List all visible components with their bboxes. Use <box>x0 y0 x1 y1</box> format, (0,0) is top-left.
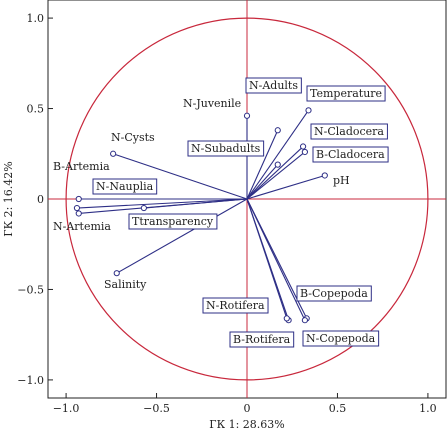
x-axis-title: ГК 1: 28.63% <box>209 418 284 431</box>
vector-label-n-cladocera: N-Cladocera <box>314 125 384 138</box>
label-box-b-rotifera <box>229 331 295 348</box>
vector-label-n-copepoda: N-Copepoda <box>306 332 376 345</box>
vector-label-b-cladocera: B-Cladocera <box>316 148 385 161</box>
label-box-temperature <box>306 85 386 102</box>
label-box-n-copepoda <box>302 330 380 347</box>
vector-line <box>246 146 304 200</box>
vector-line <box>246 110 309 200</box>
y-ticks: 1.0 0.5 0 −0.5 −1.0 <box>17 12 53 387</box>
x-tick-label: 1.0 <box>419 402 437 415</box>
vector-label-n-artemia: N-Artemia <box>53 220 111 233</box>
vector-label-temperature: Temperature <box>310 87 382 100</box>
vector-label-n-rotifera: N-Rotifera <box>206 299 265 312</box>
vector-label-n-nauplia: N-Nauplia <box>96 180 154 193</box>
y-tick-label: 1.0 <box>27 12 45 25</box>
vector-label-n-cysts: N-Cysts <box>111 131 155 144</box>
vector-labels: N-Juvenile N-Adults Temperature N-Cladocera… <box>53 77 389 348</box>
vector-endpoint <box>305 107 312 114</box>
vector-label-ttransparency: Ttransparency <box>132 215 214 228</box>
y-tick-label: −0.5 <box>17 283 44 296</box>
vector-line <box>246 151 306 200</box>
vector-label-n-adults: N-Adults <box>249 79 298 92</box>
x-tick-label: −1.0 <box>53 402 80 415</box>
vector-line <box>143 198 248 209</box>
vector-endpoint <box>73 204 81 212</box>
vector-label-n-juvenile: N-Juvenile <box>183 97 241 110</box>
vector-line <box>112 153 248 200</box>
label-box-n-nauplia <box>92 178 158 195</box>
vector-endpoint <box>75 210 82 217</box>
x-ticks: −1.0 −0.5 0 0.5 1.0 <box>53 393 437 415</box>
label-box-b-cladocera <box>312 146 389 163</box>
vector-endpoint <box>140 204 147 212</box>
vector-endpoint <box>321 172 328 179</box>
vector-label-b-artemia: B-Artemia <box>53 160 110 173</box>
vector-label-b-rotifera: B-Rotifera <box>233 333 291 346</box>
vector-line <box>246 198 288 319</box>
label-box-n-rotifera <box>202 297 269 314</box>
vector-endpoint <box>283 315 290 322</box>
vector-label-b-copepoda: B-Copepoda <box>300 287 368 300</box>
vector-endpoint <box>301 148 308 156</box>
vector-endpoint <box>299 143 307 150</box>
vector-endpoint <box>113 270 120 277</box>
vector-endpoint <box>243 112 251 119</box>
y-tick-label: 0.5 <box>27 103 45 116</box>
vector-line <box>116 198 248 274</box>
label-box-n-cladocera <box>310 123 388 140</box>
vector-endpoint <box>274 127 281 134</box>
vector-endpoint <box>75 195 82 203</box>
vector-endpoint <box>274 161 281 168</box>
vector-label-n-subadults: N-Subadults <box>191 142 261 155</box>
vector-line <box>246 198 306 321</box>
vector-line <box>246 174 325 200</box>
vectors <box>73 107 328 324</box>
x-tick-label: −0.5 <box>143 402 170 415</box>
y-tick-label: 0 <box>37 193 44 206</box>
label-box-n-subadults <box>187 140 265 157</box>
vector-label-ph: pH <box>333 174 350 187</box>
x-tick-label: 0.5 <box>329 402 347 415</box>
label-box-b-copepoda <box>296 285 372 302</box>
y-tick-label: −1.0 <box>17 374 44 387</box>
y-axis-title: ГК 2: 16.42% <box>2 161 15 236</box>
vector-line <box>246 164 279 200</box>
vector-line <box>76 198 248 209</box>
label-box-n-adults <box>245 77 302 94</box>
vector-label-salinity: Salinity <box>104 278 147 291</box>
vector-endpoint <box>301 317 308 324</box>
vector-endpoint <box>110 150 117 157</box>
label-box-ttransparency <box>128 213 218 230</box>
x-tick-label: 0 <box>244 402 251 415</box>
vector-line <box>246 130 279 200</box>
